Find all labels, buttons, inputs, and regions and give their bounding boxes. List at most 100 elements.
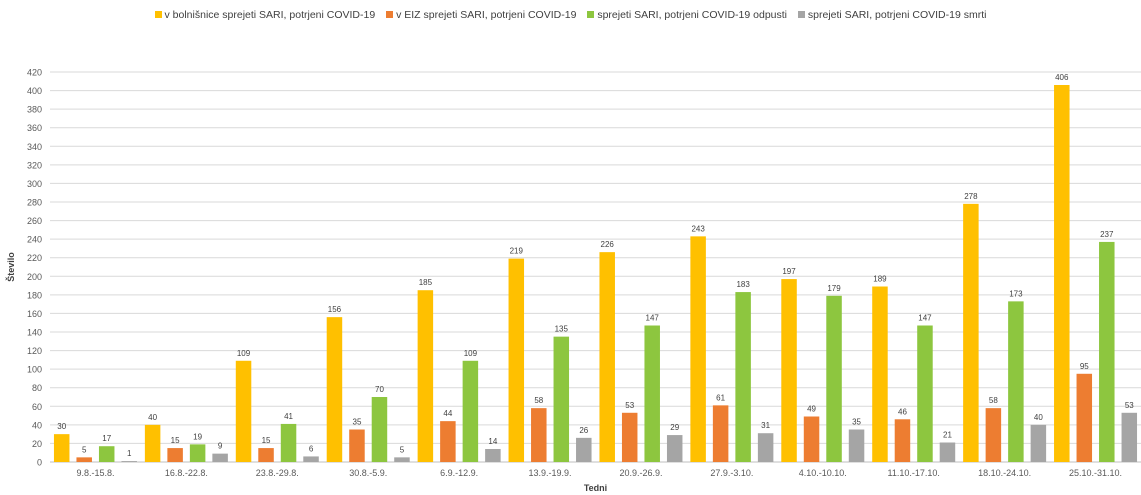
y-tick-label: 180 [27,290,42,300]
data-label: 135 [555,325,569,334]
data-label: 243 [691,224,705,233]
bar [280,423,297,462]
y-tick-label: 280 [27,198,42,208]
bar [508,258,525,462]
y-axis-title: Število [5,252,16,282]
y-tick-label: 420 [27,68,42,78]
data-label: 226 [601,240,615,249]
data-label: 156 [328,305,342,314]
bar [1030,424,1047,462]
bar [917,325,933,462]
data-label: 53 [625,401,634,410]
x-tick-label: 30.8.-5.9. [349,468,387,478]
legend-swatch [386,11,394,18]
chart-legend: v bolnišnice sprejeti SARI, potrjeni COV… [0,9,1141,21]
bar [781,279,797,462]
y-tick-label: 320 [27,160,42,170]
bar [553,336,570,462]
data-label: 17 [102,434,111,443]
bar [826,295,842,462]
legend-item-hospital: v bolnišnice sprejeti SARI, potrjeni COV… [154,9,376,21]
x-tick-label: 4.10.-10.10. [799,468,847,478]
bar [576,437,592,462]
bar [985,408,1002,462]
data-label: 31 [761,421,770,430]
x-tick-label: 9.8.-15.8. [76,468,114,478]
legend-item-icu: v EIZ sprejeti SARI, potrjeni COVID-19 [386,9,576,21]
legend-label: v bolnišnice sprejeti SARI, potrjeni COV… [164,9,376,21]
bar [848,429,865,462]
bar [303,456,319,462]
data-label: 95 [1080,362,1089,371]
bar [258,448,274,462]
bar [735,292,751,462]
bar [462,360,479,462]
data-label: 29 [670,423,679,432]
legend-item-deaths: sprejeti SARI, potrjeni COVID-19 smrti [797,9,986,21]
data-label: 15 [262,436,271,445]
bar [121,461,137,462]
x-tick-label: 18.10.-24.10. [978,468,1031,478]
data-label: 6 [309,444,314,453]
bar [939,442,956,462]
bar [76,457,92,462]
y-tick-label: 160 [27,309,42,319]
data-label: 1 [127,449,132,458]
data-label: 41 [284,412,293,421]
bar [53,434,70,462]
data-label: 147 [646,314,660,323]
x-tick-label: 23.8.-29.8. [256,468,299,478]
bar [417,290,434,462]
y-tick-label: 0 [37,458,42,468]
data-label: 58 [989,396,998,405]
bar [757,433,774,462]
data-label: 197 [782,267,796,276]
data-label: 173 [1009,289,1023,298]
data-label: 58 [534,396,543,405]
data-label: 179 [827,284,841,293]
bar [1008,301,1024,462]
data-label: 35 [852,418,861,427]
bar [803,416,820,462]
y-tick-label: 80 [32,383,42,393]
y-tick-label: 220 [27,253,42,263]
x-tick-label: 25.10.-31.10. [1069,468,1122,478]
y-tick-label: 100 [27,365,42,375]
bar [894,419,911,462]
y-tick-label: 60 [32,402,42,412]
data-label: 147 [918,314,932,323]
x-tick-label: 27.9.-3.10. [710,468,753,478]
bar [326,317,343,462]
y-tick-label: 240 [27,235,42,245]
bar [1099,241,1115,462]
data-label: 44 [443,409,452,418]
y-tick-label: 400 [27,86,42,96]
data-label: 15 [171,436,180,445]
bar [621,412,638,462]
data-label: 278 [964,192,978,201]
data-label: 53 [1125,401,1134,410]
data-label: 406 [1055,73,1069,82]
bar [712,405,729,462]
bar [531,408,547,462]
bar [872,286,888,462]
bar [666,435,683,462]
y-tick-label: 380 [27,105,42,115]
y-tick-label: 40 [32,420,42,430]
x-tick-label: 16.8.-22.8. [165,468,208,478]
data-label: 46 [898,407,907,416]
data-label: 70 [375,385,384,394]
y-tick-label: 260 [27,216,42,226]
bar [644,325,660,462]
data-label: 109 [464,349,478,358]
data-label: 19 [193,432,202,441]
data-label: 5 [400,445,405,454]
data-label: 189 [873,275,887,284]
x-tick-label: 11.10.-17.10. [888,468,940,478]
data-label: 5 [82,445,87,454]
y-tick-label: 20 [32,439,42,449]
y-tick-label: 300 [27,179,42,189]
x-axis-title: Tedni [584,483,607,493]
data-label: 49 [807,405,816,414]
data-label: 35 [353,418,362,427]
